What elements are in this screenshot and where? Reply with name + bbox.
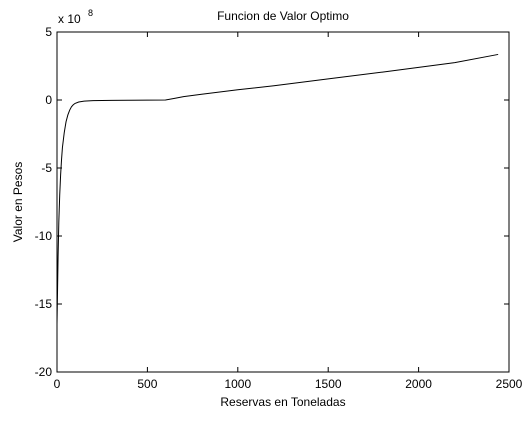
y-tick-label: 0 (45, 93, 52, 107)
y-multiplier: x 10 8 (58, 8, 93, 26)
x-tick-label: 2000 (405, 377, 432, 391)
x-tick-label: 1500 (315, 377, 342, 391)
y-axis: -20 -15 -10 -5 0 5 (35, 25, 509, 379)
x-tick-label: 2500 (496, 377, 523, 391)
y-tick-label: 5 (45, 25, 52, 39)
y-tick-label: -5 (41, 161, 52, 175)
x-tick-label: 0 (54, 377, 61, 391)
x-tick-label: 500 (137, 377, 157, 391)
y-multiplier-base: x 10 (58, 12, 81, 26)
x-axis-label: Reservas en Toneladas (220, 395, 345, 409)
x-tick-label: 1000 (224, 377, 251, 391)
y-multiplier-exponent: 8 (88, 8, 93, 18)
y-tick-label: -10 (35, 229, 53, 243)
plot-frame (56, 31, 510, 373)
y-axis-label: Valor en Pesos (11, 162, 25, 243)
y-tick-label: -15 (35, 297, 53, 311)
x-axis: 0 500 1000 1500 2000 2500 (54, 32, 523, 391)
chart-title: Funcion de Valor Optimo (217, 9, 349, 23)
series-line (56, 53, 499, 325)
y-tick-label: -20 (35, 365, 53, 379)
